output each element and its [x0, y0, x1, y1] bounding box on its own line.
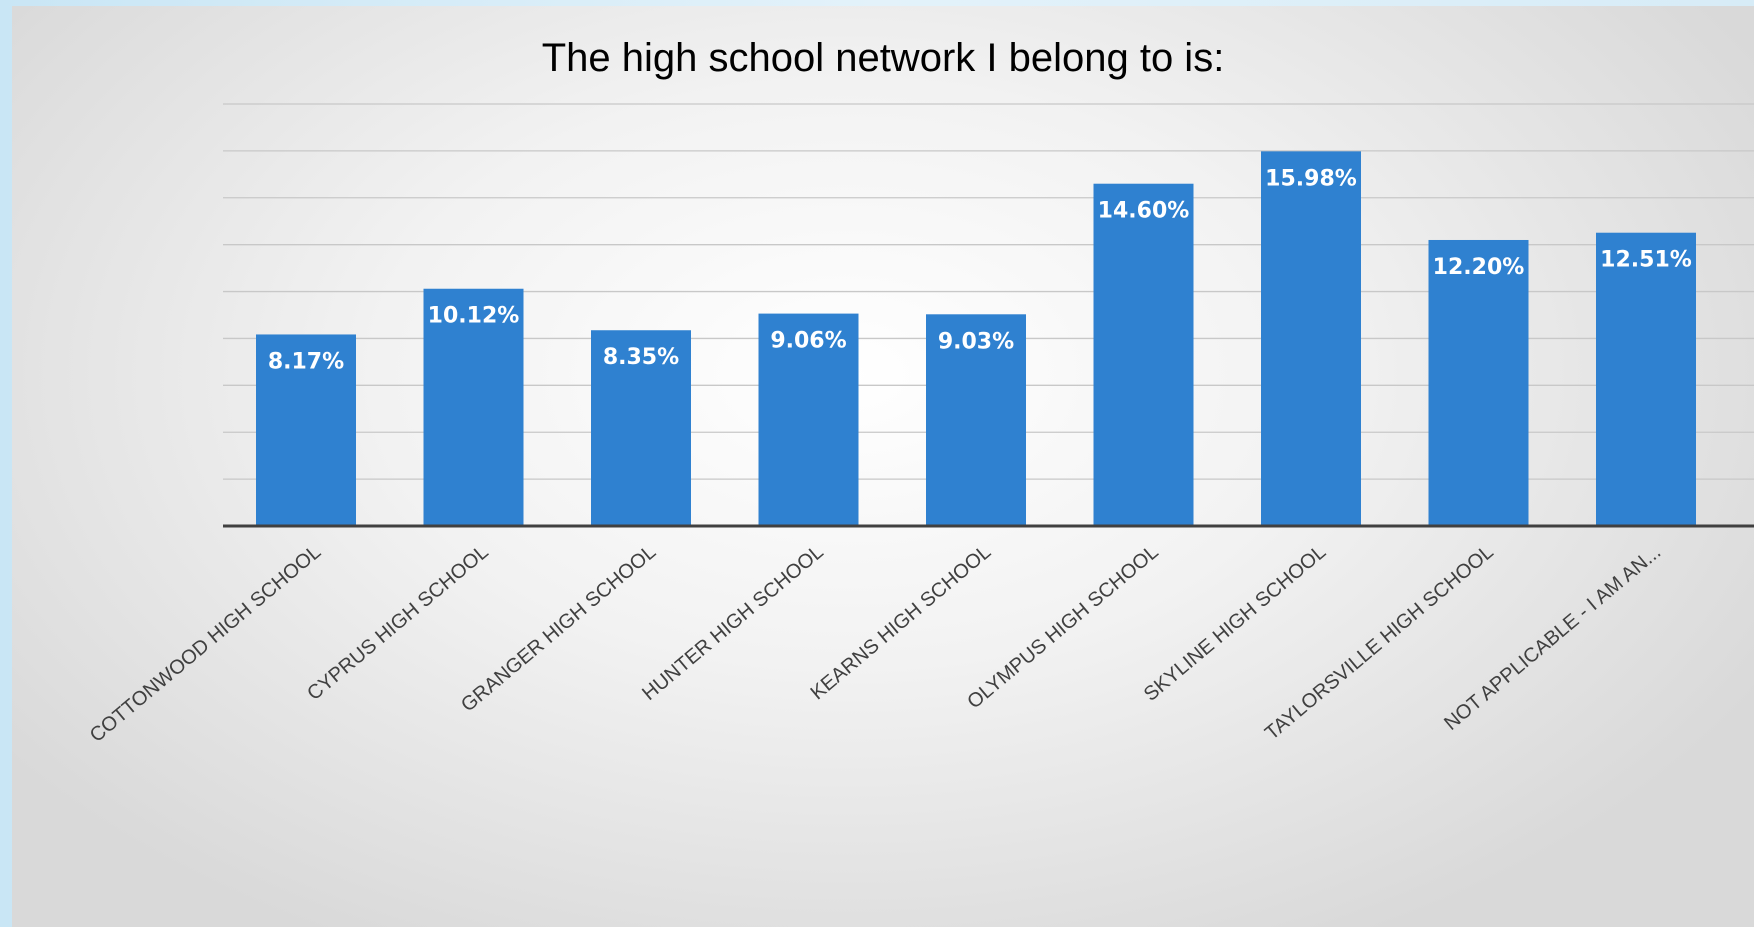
chart-title: The high school network I belong to is: [541, 36, 1225, 80]
category-label: HUNTER HIGH SCHOOL [638, 541, 827, 705]
data-label: 10.12% [428, 304, 520, 329]
bar [758, 313, 859, 526]
category-label: GRANGER HIGH SCHOOL [457, 541, 660, 716]
category-label: COTTONWOOD HIGH SCHOOL [86, 541, 325, 747]
data-label: 15.98% [1265, 166, 1357, 191]
data-label: 8.17% [268, 349, 344, 374]
bar [256, 334, 356, 526]
data-label: 12.20% [1433, 255, 1525, 280]
data-label: 12.51% [1600, 248, 1692, 273]
bar [926, 314, 1026, 526]
category-label: OLYMPUS HIGH SCHOOL [963, 541, 1162, 713]
category-label: KEARNS HIGH SCHOOL [807, 541, 996, 704]
bar [591, 330, 691, 526]
data-label: 8.35% [603, 345, 679, 370]
bar [1596, 232, 1696, 526]
category-label: SKYLINE HIGH SCHOOL [1140, 541, 1330, 706]
category-label: CYPRUS HIGH SCHOOL [303, 541, 493, 705]
bar [423, 288, 524, 526]
bar [1428, 239, 1529, 526]
data-labels: 8.17% 10.12% 8.35% 9.06% 9.03% 14.60% 15.98% 12… [268, 166, 1692, 374]
data-label: 9.06% [770, 329, 846, 354]
bar-chart: 8.17% 10.12% 8.35% 9.06% 9.03% 14.60% 15.98% 12… [86, 103, 1754, 747]
bar [1093, 183, 1194, 526]
data-label: 14.60% [1098, 199, 1190, 224]
bar [1261, 151, 1361, 526]
chart-panel: The high school network I belong to is: … [12, 6, 1754, 927]
data-label: 9.03% [938, 329, 1014, 354]
bars [256, 151, 1696, 526]
